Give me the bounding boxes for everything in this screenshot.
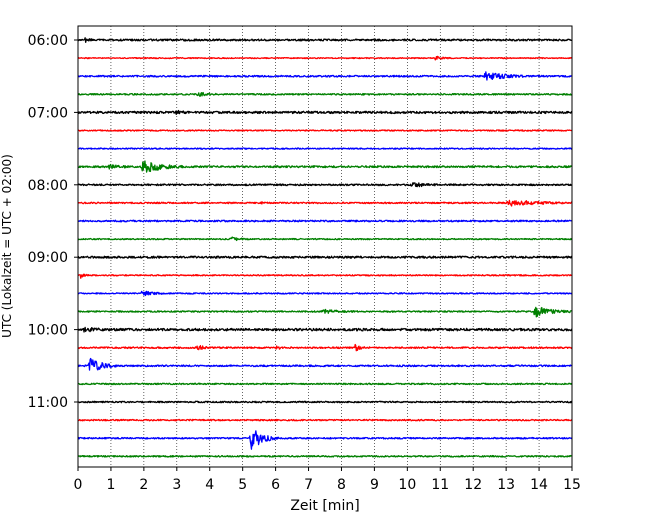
trace-0800	[77, 182, 573, 188]
y-tick-label: 09:00	[28, 250, 68, 266]
x-tick-label: 4	[205, 477, 214, 493]
y-axis-label: UTC (Lokalzeit = UTC + 02:00)	[0, 154, 14, 338]
trace-0830	[77, 219, 573, 223]
x-tick-label: 15	[563, 477, 581, 493]
trace-1015	[77, 343, 573, 352]
y-tick-label: 06:00	[28, 33, 68, 49]
trace-0945	[77, 306, 573, 318]
trace-1045	[77, 382, 573, 386]
trace-0930	[77, 290, 573, 297]
trace-0915	[77, 273, 573, 279]
trace-1100	[77, 400, 573, 404]
trace-layer	[77, 37, 573, 458]
trace-0815	[77, 199, 573, 207]
y-axis-ticks: 06:00 07:00 08:00 09:00 10:00 11:00	[28, 33, 78, 411]
trace-0900	[77, 255, 573, 259]
x-tick-label: 14	[530, 477, 548, 493]
x-tick-label: 5	[238, 477, 247, 493]
trace-0700	[77, 109, 573, 116]
x-tick-label: 13	[497, 477, 515, 493]
x-tick-label: 2	[139, 477, 148, 493]
x-tick-label: 0	[74, 477, 83, 493]
trace-0845	[77, 236, 573, 242]
x-tick-label: 3	[172, 477, 181, 493]
x-axis-ticks: 0 1 2 3 4 5 6 7 8 9 10 11 12 13 14 15	[74, 467, 581, 493]
x-tick-label: 12	[464, 477, 482, 493]
x-tick-label: 1	[106, 477, 115, 493]
y-tick-label: 07:00	[28, 105, 68, 121]
trace-0745	[77, 160, 573, 173]
trace-0600	[77, 37, 573, 43]
trace-0615	[77, 55, 573, 61]
y-tick-label: 11:00	[28, 395, 68, 411]
trace-1030	[77, 357, 573, 371]
trace-0645	[77, 91, 573, 97]
trace-0630	[77, 71, 573, 81]
trace-1145	[77, 454, 573, 458]
trace-0730	[77, 147, 573, 150]
x-tick-label: 7	[304, 477, 313, 493]
x-axis-label: Zeit [min]	[290, 498, 359, 514]
x-tick-label: 9	[370, 477, 379, 493]
y-tick-label: 08:00	[28, 178, 68, 194]
x-tick-label: 6	[271, 477, 280, 493]
x-tick-label: 8	[337, 477, 346, 493]
trace-0715	[77, 129, 573, 132]
x-tick-label: 11	[431, 477, 449, 493]
trace-1130	[77, 430, 573, 450]
y-tick-label: 10:00	[28, 323, 68, 339]
plot-frame	[77, 25, 573, 468]
trace-1115	[77, 418, 573, 422]
x-tick-label: 10	[398, 477, 416, 493]
trace-1000	[77, 326, 573, 333]
